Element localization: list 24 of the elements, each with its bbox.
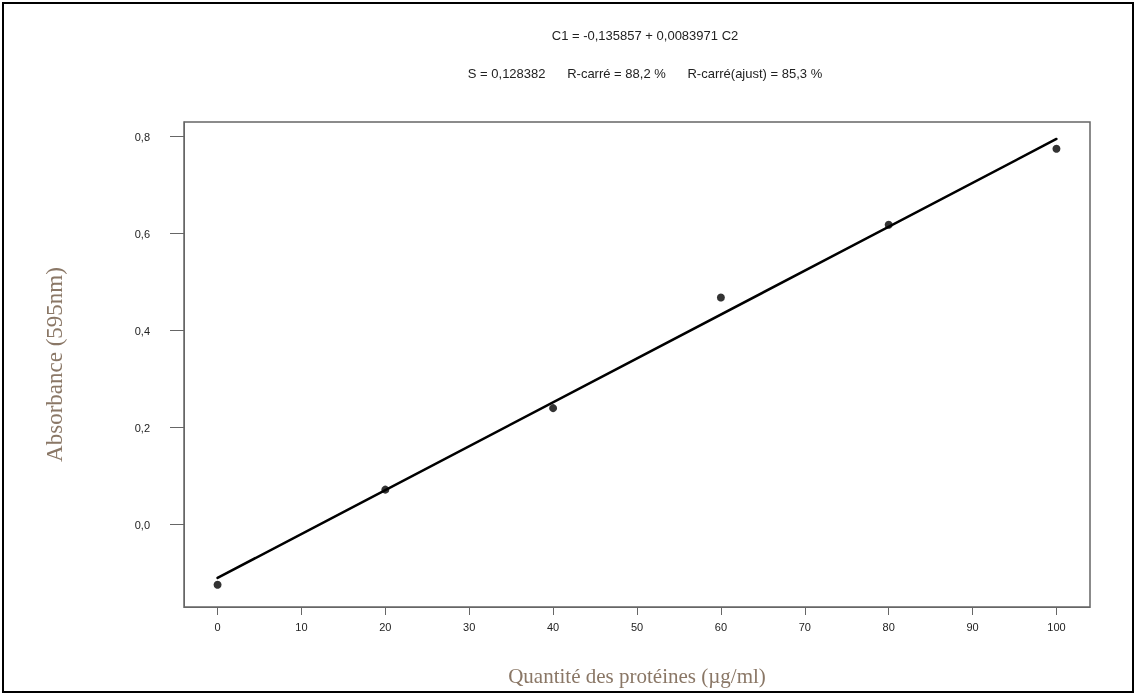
x-axis-title: Quantité des protéines (µg/ml) — [508, 663, 766, 688]
x-tick-label: 90 — [966, 620, 979, 633]
x-tick-label: 20 — [379, 620, 392, 633]
y-tick-label: 0,8 — [134, 130, 150, 143]
x-tick-label: 70 — [798, 620, 811, 633]
x-tick-label: 40 — [546, 620, 560, 633]
x-tick-label: 0 — [214, 620, 221, 633]
point — [213, 580, 222, 589]
chart-subtitle: S = 0,128382 R-carré = 88,2 % R-carré(ajust) = 85,3 % — [467, 66, 823, 81]
x-tick-label: 50 — [630, 620, 644, 633]
y-tick-label: 0,0 — [134, 518, 150, 531]
x-tick-label: 60 — [714, 620, 728, 633]
point — [1052, 144, 1061, 153]
x-tick-label: 10 — [295, 620, 308, 633]
y-tick-label: 0,2 — [134, 421, 150, 434]
y-tick-label: 0,4 — [134, 324, 150, 337]
point — [716, 293, 725, 302]
x-tick-label: 80 — [882, 620, 895, 633]
y-axis-title: Absorbance (595nm) — [42, 267, 67, 462]
x-tick-label: 100 — [1047, 620, 1066, 633]
point — [549, 404, 558, 413]
chart-title: C1 = -0,135857 + 0,0083971 C2 — [551, 28, 739, 43]
y-tick-label: 0,6 — [134, 227, 150, 240]
x-tick-label: 30 — [463, 620, 476, 633]
